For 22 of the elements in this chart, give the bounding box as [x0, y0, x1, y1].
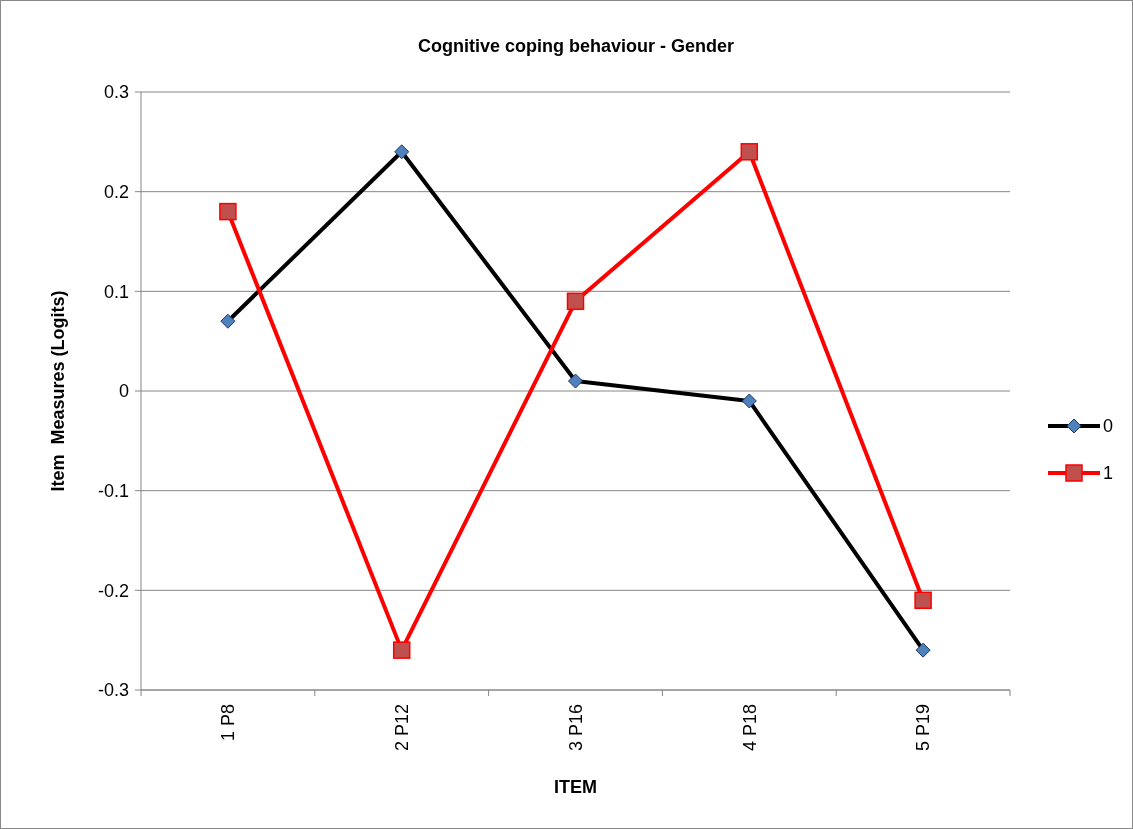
- x-tick-label: 3 P16: [565, 704, 586, 752]
- y-tick-label: -0.1: [97, 480, 129, 501]
- y-tick-label: 0.1: [103, 281, 129, 302]
- x-tick-label: 4 P18: [739, 704, 760, 752]
- x-axis-title: ITEM: [554, 777, 597, 797]
- legend-label: 1: [1103, 463, 1114, 484]
- y-tick-label: 0: [118, 381, 129, 402]
- y-tick-label: -0.3: [97, 680, 129, 701]
- x-tick-label: 5 P19: [913, 704, 934, 752]
- legend-label: 0: [1103, 416, 1114, 437]
- point: [392, 641, 411, 659]
- point: [914, 591, 932, 610]
- point: [219, 202, 237, 221]
- y-tick-label: 0.3: [103, 82, 129, 103]
- x-tick-label: 2 P12: [392, 704, 412, 752]
- y-axis-title: Item Measures (Logits): [48, 290, 68, 492]
- chart-title: Cognitive coping behaviour - Gender: [417, 36, 735, 56]
- x-tick-label: 1 P8: [218, 704, 239, 742]
- point: [740, 143, 759, 161]
- point: [566, 292, 585, 311]
- y-tick-label: 0.2: [103, 181, 129, 202]
- y-tick-label: -0.2: [97, 580, 129, 601]
